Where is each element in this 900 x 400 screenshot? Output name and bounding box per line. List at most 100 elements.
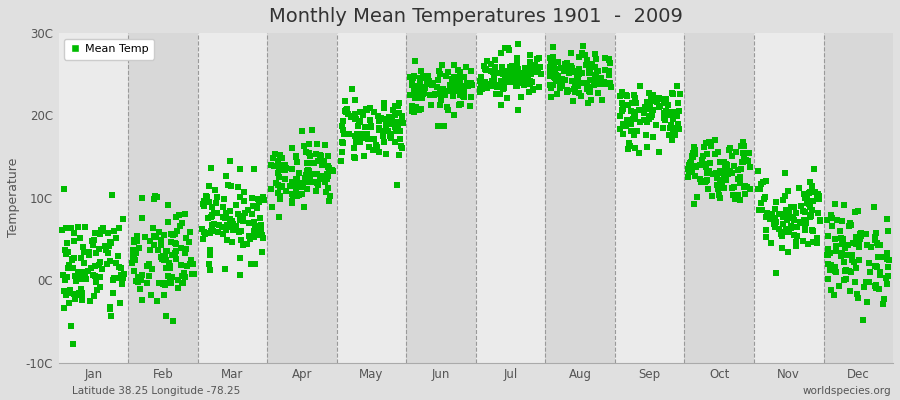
Legend: Mean Temp: Mean Temp [64,39,155,60]
Point [439,73,454,80]
Point [98,242,112,249]
Point [728,196,742,202]
Point [873,272,887,279]
Point [183,261,197,267]
Point [699,140,714,146]
Point [798,209,813,215]
Point [202,261,216,267]
Point [616,108,630,114]
Point [659,108,673,115]
Point [432,68,446,74]
Point [93,284,107,290]
Point [457,74,472,80]
Point [405,82,419,88]
Point [547,74,562,80]
Point [149,194,164,201]
Point [581,70,596,76]
Point [659,96,673,102]
Point [347,111,362,118]
Point [512,75,526,82]
Point [487,70,501,77]
Point [503,79,517,85]
Point [286,192,301,198]
Point [269,179,284,186]
Point [803,214,817,220]
Point [616,106,630,112]
Point [640,106,654,113]
Point [202,182,216,189]
Point [496,70,510,76]
Point [373,118,387,124]
Point [225,239,239,245]
Point [528,64,543,71]
Point [649,122,663,128]
Point [313,152,328,158]
Point [58,292,73,298]
Point [290,176,304,182]
Point [290,193,304,200]
Point [798,191,813,198]
Point [382,116,397,123]
Point [580,100,595,106]
Point [127,268,141,274]
Point [303,160,318,166]
Point [392,128,407,135]
Point [322,166,337,173]
Point [61,262,76,268]
Point [571,77,585,83]
Point [494,102,508,109]
Point [200,194,214,200]
Point [697,144,711,150]
Point [702,168,716,174]
Point [778,210,792,217]
Point [391,125,405,131]
Point [166,232,180,238]
Point [210,210,224,216]
Point [781,188,796,194]
Point [72,234,86,241]
Point [613,93,627,100]
Point [321,198,336,204]
Point [664,137,679,144]
Point [358,124,373,130]
Point [821,246,835,252]
Point [546,82,561,88]
Point [568,69,582,76]
Point [302,149,317,156]
Point [758,194,772,200]
Point [737,184,751,190]
Point [845,252,859,258]
Point [248,228,262,234]
Point [405,76,419,83]
Point [199,192,213,199]
Point [93,246,107,252]
Point [392,136,407,142]
Point [441,69,455,75]
Point [234,236,248,243]
Point [114,272,129,278]
Point [668,132,682,138]
Point [163,278,177,285]
Point [285,191,300,197]
Point [824,215,839,221]
Point [767,220,781,227]
Point [551,59,565,66]
Point [789,233,804,239]
Point [508,83,523,90]
Point [395,145,410,151]
Point [655,125,670,132]
Point [182,239,196,245]
Point [785,214,799,221]
Point [127,239,141,246]
Point [645,134,660,140]
Point [860,279,874,286]
Point [248,225,262,231]
Point [835,250,850,256]
Point [572,90,586,97]
Point [475,86,490,92]
Point [497,80,511,86]
Point [288,154,302,160]
Point [670,112,684,119]
Point [626,131,641,138]
Point [392,100,406,106]
